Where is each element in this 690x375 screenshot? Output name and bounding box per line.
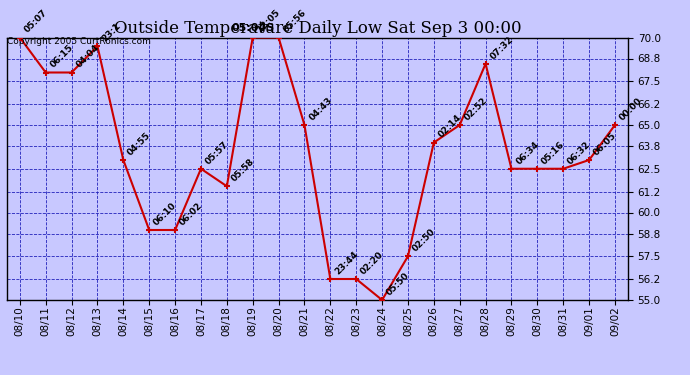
Text: 04:55: 04:55 bbox=[126, 130, 152, 157]
Text: 05:58: 05:58 bbox=[230, 157, 256, 183]
Text: 06:32: 06:32 bbox=[566, 140, 593, 166]
Text: 06:34: 06:34 bbox=[514, 140, 541, 166]
Text: 04:43: 04:43 bbox=[307, 96, 334, 122]
Text: 06:10: 06:10 bbox=[152, 201, 179, 227]
Text: 12:05: 12:05 bbox=[255, 8, 282, 35]
Title: Outside Temperature Daily Low Sat Sep 3 00:00: Outside Temperature Daily Low Sat Sep 3 … bbox=[114, 20, 521, 38]
Text: Copyright 2005 CurtRonics.com: Copyright 2005 CurtRonics.com bbox=[7, 38, 151, 46]
Text: 00:00: 00:00 bbox=[618, 96, 644, 122]
Text: 02:20: 02:20 bbox=[359, 250, 386, 276]
Text: 06:02: 06:02 bbox=[178, 201, 204, 227]
Text: 02:52: 02:52 bbox=[462, 96, 489, 122]
Text: 05:56: 05:56 bbox=[282, 8, 308, 35]
Text: 05:04S: 05:04S bbox=[231, 23, 275, 33]
Text: 05:57: 05:57 bbox=[204, 140, 230, 166]
Text: 02:14: 02:14 bbox=[437, 113, 463, 140]
Text: 23:1: 23:1 bbox=[100, 21, 122, 44]
Text: 04:04: 04:04 bbox=[75, 43, 101, 70]
Text: 05:16: 05:16 bbox=[540, 140, 566, 166]
Text: 07:32: 07:32 bbox=[489, 34, 515, 61]
Text: 02:50: 02:50 bbox=[411, 227, 437, 254]
Text: 05:50: 05:50 bbox=[385, 271, 411, 297]
Text: 06:15: 06:15 bbox=[48, 43, 75, 70]
Text: 23:44: 23:44 bbox=[333, 249, 360, 276]
Text: 05:07: 05:07 bbox=[23, 8, 49, 35]
Text: 06:05: 06:05 bbox=[592, 131, 618, 157]
